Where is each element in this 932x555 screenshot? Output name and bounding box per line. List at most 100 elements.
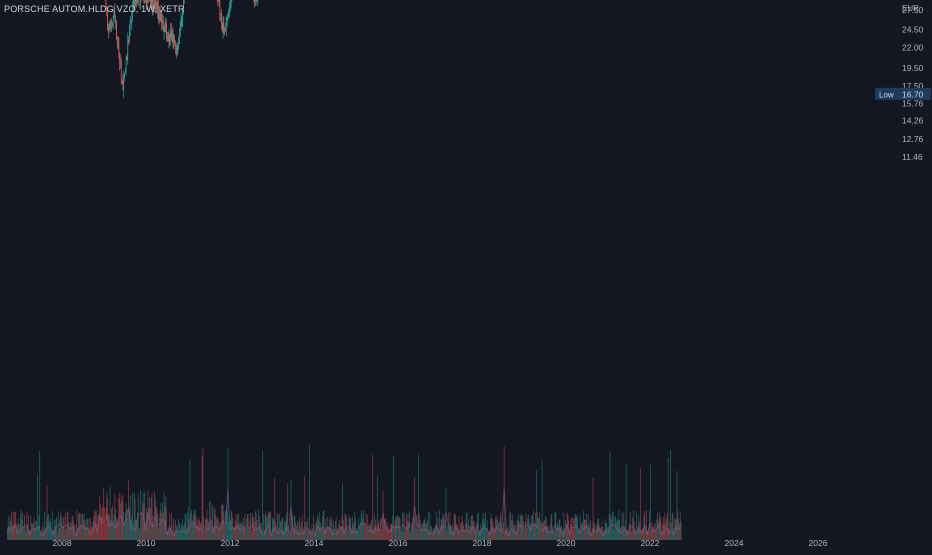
volume-bar xyxy=(456,524,457,540)
volume-bar xyxy=(529,519,530,540)
volume-bar xyxy=(131,520,132,540)
volume-bar xyxy=(20,514,21,540)
volume-bar xyxy=(164,493,165,540)
volume-bar xyxy=(251,530,252,540)
volume-bar xyxy=(490,518,491,540)
volume-bar xyxy=(299,522,300,540)
candle-body xyxy=(121,62,122,81)
volume-bar xyxy=(503,522,504,540)
volume-bar xyxy=(423,521,424,540)
candle-body xyxy=(173,33,174,41)
volume-bar xyxy=(163,513,164,540)
volume-bar xyxy=(371,520,372,540)
volume-bar xyxy=(42,528,43,540)
volume-bar xyxy=(35,529,36,540)
volume-bar xyxy=(210,524,211,540)
volume-bar xyxy=(17,527,18,540)
volume-bar xyxy=(123,494,124,540)
volume-bar xyxy=(523,521,524,540)
volume-bar xyxy=(550,524,551,540)
volume-bar xyxy=(536,471,537,540)
volume-bar xyxy=(111,508,112,540)
volume-bar xyxy=(214,508,215,540)
volume-bar xyxy=(166,507,167,540)
volume-bar xyxy=(175,520,176,540)
volume-bar xyxy=(615,516,616,540)
volume-bar xyxy=(39,450,40,540)
candle-body xyxy=(147,0,148,2)
volume-bar xyxy=(104,507,105,540)
volume-bar xyxy=(425,524,426,540)
volume-bar xyxy=(207,509,208,540)
volume-bar xyxy=(255,511,256,540)
volume-bar xyxy=(261,530,262,540)
volume-bar xyxy=(626,465,627,540)
candle-body xyxy=(117,39,118,43)
volume-bar xyxy=(142,503,143,540)
volume-bar xyxy=(182,526,183,540)
volume-bar xyxy=(549,532,550,540)
volume-bar xyxy=(526,528,527,540)
volume-bar xyxy=(257,520,258,540)
volume-bar xyxy=(444,525,445,540)
volume-bar xyxy=(150,508,151,540)
candle-body xyxy=(130,21,131,30)
volume-bar xyxy=(467,525,468,540)
candle-body xyxy=(144,0,145,3)
volume-bar xyxy=(32,524,33,540)
candle-body xyxy=(179,33,180,44)
volume-bar xyxy=(612,511,613,540)
candle-body xyxy=(222,24,223,30)
volume-bar xyxy=(362,513,363,540)
volume-bar xyxy=(678,519,679,540)
volume-bar xyxy=(669,528,670,540)
volume-bar xyxy=(539,512,540,540)
volume-bar xyxy=(510,513,511,540)
volume-bar xyxy=(127,518,128,540)
volume-bar xyxy=(237,515,238,540)
volume-bar xyxy=(521,514,522,540)
volume-bar xyxy=(81,526,82,540)
candle-body xyxy=(229,8,230,15)
volume-bar xyxy=(499,522,500,540)
volume-bar xyxy=(258,510,259,540)
currency-label: EUR xyxy=(902,4,919,13)
volume-bar xyxy=(152,516,153,540)
volume-bar xyxy=(520,516,521,540)
volume-bar xyxy=(134,493,135,540)
volume-bar xyxy=(45,528,46,540)
y-tick-label: 24.50 xyxy=(902,25,924,35)
volume-bar xyxy=(525,522,526,540)
volume-bar xyxy=(56,517,57,540)
volume-bar xyxy=(620,528,621,540)
volume-bar xyxy=(221,505,222,540)
y-tick-label: 12.76 xyxy=(902,134,924,144)
volume-bar xyxy=(126,504,127,540)
candle-body xyxy=(180,27,181,33)
volume-bar xyxy=(216,519,217,540)
volume-bar xyxy=(193,515,194,540)
volume-bar xyxy=(352,516,353,540)
volume-bar xyxy=(602,527,603,540)
volume-bar xyxy=(375,525,376,540)
volume-bar xyxy=(507,528,508,540)
volume-bar xyxy=(218,519,219,540)
candle-body xyxy=(172,33,173,39)
volume-bar xyxy=(21,510,22,540)
volume-bar xyxy=(574,518,575,540)
volume-bar xyxy=(672,514,673,540)
volume-bar xyxy=(526,514,527,540)
volume-bar xyxy=(18,518,19,540)
volume-bar xyxy=(282,518,283,540)
volume-bar xyxy=(424,520,425,540)
volume-bar xyxy=(470,526,471,540)
volume-bar xyxy=(26,532,27,540)
volume-bar xyxy=(639,525,640,540)
candle-body xyxy=(165,23,166,26)
volume-bar xyxy=(262,451,263,540)
volume-bar xyxy=(618,510,619,540)
volume-bar xyxy=(49,521,50,540)
volume-bar xyxy=(439,510,440,540)
